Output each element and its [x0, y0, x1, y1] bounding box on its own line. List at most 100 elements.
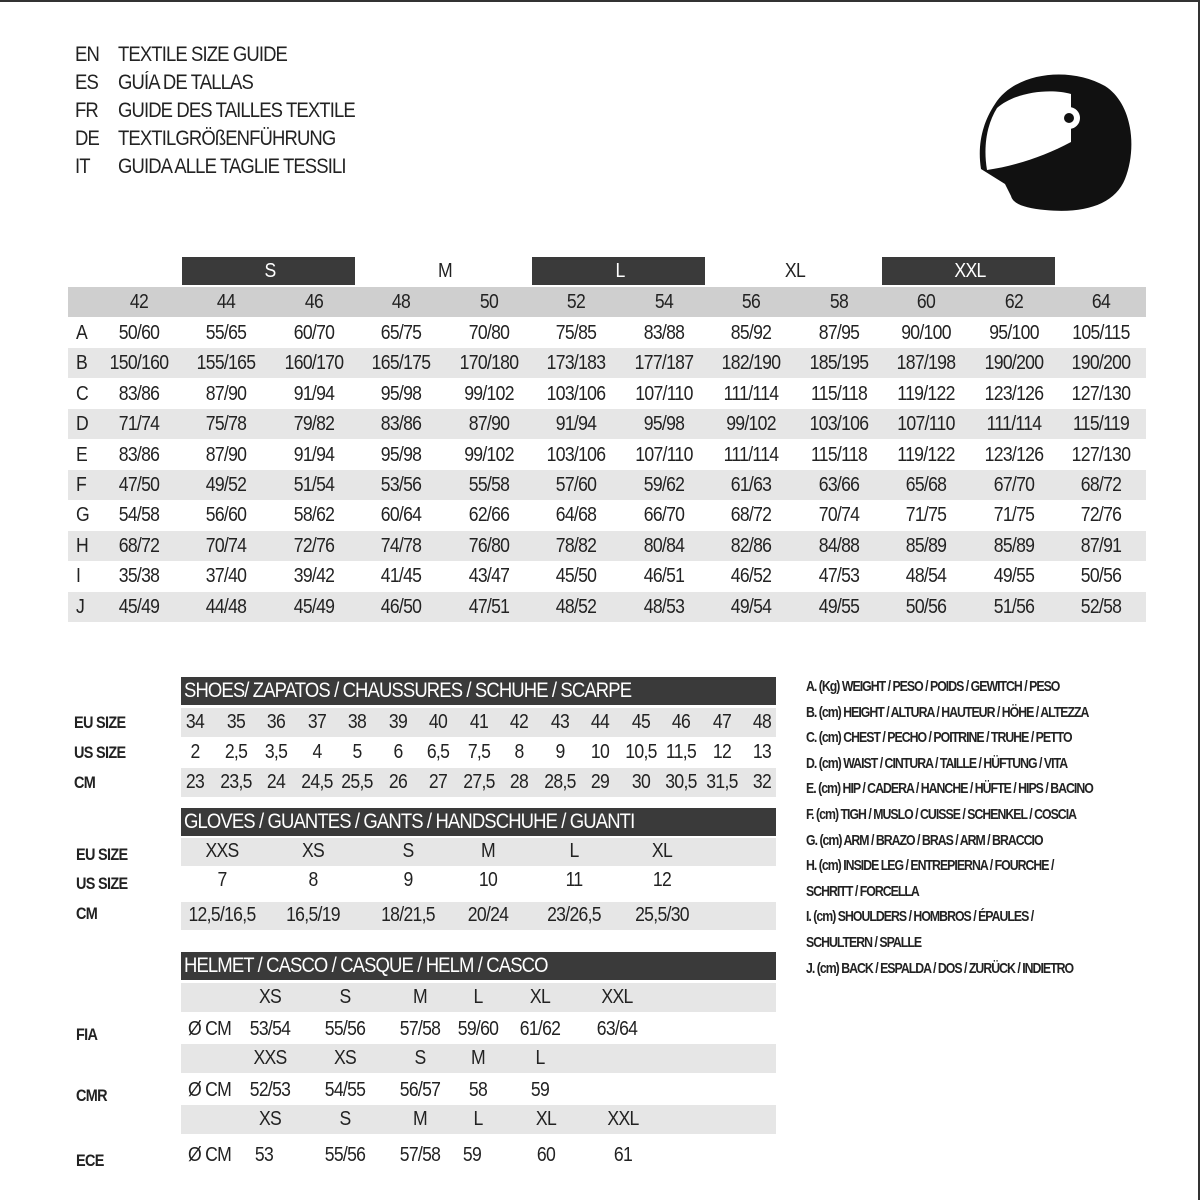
size-number: 46 — [304, 291, 324, 313]
helmet-size: L — [473, 1108, 483, 1130]
shoes-cell: 40 — [428, 711, 448, 733]
row-bg — [181, 983, 776, 1012]
row-key: B — [76, 352, 88, 375]
table-cell: 182/190 — [721, 352, 781, 375]
helmet-unit: Ø CM — [188, 1079, 232, 1101]
shoes-cell: 37 — [307, 711, 326, 733]
gloves-cell: 23/26,5 — [547, 904, 602, 926]
gloves-cell: M — [481, 840, 496, 862]
table-cell: 111/114 — [723, 382, 779, 405]
shoes-cell: 39 — [388, 711, 407, 733]
table-cell: 107/110 — [635, 443, 693, 466]
shoes-cell: 30,5 — [665, 771, 697, 793]
table-cell: 103/106 — [546, 382, 606, 405]
table-cell: 78/82 — [555, 534, 597, 557]
table-cell: 50/56 — [1080, 565, 1122, 588]
table-cell: 45/49 — [118, 595, 160, 618]
shoes-cell: 42 — [509, 711, 529, 733]
row-key: F — [76, 474, 87, 496]
table-cell: 91/94 — [293, 443, 335, 466]
legend-item: F. (cm) TIGH / MUSLO / CUISSE / SCHENKEL… — [806, 806, 1077, 823]
table-cell: 60/64 — [380, 504, 422, 527]
table-cell: 99/102 — [463, 443, 514, 466]
legend-item: G. (cm) ARM / BRAZO / BRAS / ARM / BRACC… — [806, 831, 1044, 849]
helmet-size: XS — [258, 986, 282, 1008]
table-cell: 170/180 — [459, 352, 519, 375]
table-cell: 85/92 — [730, 322, 772, 344]
table-cell: 85/89 — [905, 534, 947, 557]
helmet-standard-label: ECE — [76, 1151, 104, 1170]
helmet-icon — [979, 74, 1132, 211]
table-cell: 72/76 — [293, 534, 335, 557]
row-key: A — [76, 322, 88, 344]
table-cell: 37/40 — [205, 565, 247, 588]
gloves-row-label: US SIZE — [76, 874, 128, 893]
table-cell: 84/88 — [818, 534, 860, 557]
table-cell: 83/86 — [380, 413, 422, 436]
gloves-cell: 12 — [652, 869, 672, 891]
table-cell: 90/100 — [901, 322, 952, 344]
table-cell: 127/130 — [1071, 382, 1131, 405]
gloves-row-label: EU SIZE — [76, 845, 128, 864]
title-lang: ES — [75, 71, 99, 94]
gloves-cell: 18/21,5 — [381, 904, 436, 926]
shoes-cell: 36 — [266, 711, 286, 733]
helmet-value: 58 — [468, 1079, 488, 1101]
gloves-cell: 12,5/16,5 — [188, 904, 256, 926]
shoes-cell: 30 — [631, 771, 650, 793]
gloves-cell: 8 — [308, 869, 318, 891]
gloves-row-label: CM — [76, 904, 98, 923]
row-bg — [181, 902, 776, 930]
table-cell: 47/50 — [118, 474, 160, 496]
size-number: 60 — [917, 291, 936, 313]
title-lang: DE — [75, 127, 100, 150]
table-cell: 83/88 — [643, 322, 685, 344]
table-cell: 185/195 — [809, 352, 869, 375]
table-cell: 160/170 — [284, 352, 344, 375]
table-cell: 70/74 — [205, 534, 247, 557]
table-cell: 87/90 — [468, 413, 510, 436]
size-group-label: XXL — [954, 260, 986, 282]
table-cell: 123/126 — [984, 443, 1044, 466]
table-cell: 107/110 — [897, 413, 956, 436]
table-cell: 47/51 — [468, 595, 510, 618]
shoes-cell: 27,5 — [462, 771, 495, 793]
table-cell: 87/95 — [818, 322, 860, 344]
table-cell: 66/70 — [643, 504, 685, 527]
table-cell: 119/122 — [897, 382, 956, 405]
helmet-standard-label: CMR — [76, 1086, 108, 1105]
shoes-cell: 3,5 — [264, 741, 288, 763]
table-cell: 87/90 — [205, 443, 247, 466]
size-group-label: L — [615, 260, 625, 282]
gloves-cell: 9 — [403, 869, 413, 891]
helmet-value: 53/54 — [249, 1018, 291, 1040]
table-cell: 71/74 — [118, 413, 160, 436]
helmet-size: XXL — [601, 986, 633, 1008]
size-number: 58 — [829, 291, 849, 313]
table-cell: 60/70 — [293, 322, 335, 344]
table-cell: 65/68 — [905, 474, 947, 496]
helmet-value: 59/60 — [457, 1018, 499, 1040]
helmet-size: S — [339, 986, 351, 1008]
size-group-box — [531, 257, 705, 285]
table-cell: 107/110 — [635, 382, 693, 405]
table-cell: 68/72 — [118, 534, 160, 557]
table-cell: 103/106 — [546, 443, 606, 466]
shoes-cell: 12 — [712, 741, 731, 763]
table-cell: 70/80 — [468, 322, 510, 344]
helmet-value: 54/55 — [324, 1079, 366, 1101]
size-number: 54 — [654, 291, 674, 313]
shoes-cell: 13 — [752, 741, 772, 763]
table-cell: 190/200 — [1071, 352, 1131, 375]
shoes-title: SHOES/ ZAPATOS / CHAUSSURES / SCHUHE / S… — [184, 679, 632, 702]
table-cell: 48/54 — [905, 565, 947, 588]
helmet-header — [181, 952, 776, 980]
legend-item: B. (cm) HEIGHT / ALTURA / HAUTEUR / HÖHE… — [806, 703, 1089, 721]
helmet-size: S — [339, 1108, 351, 1130]
table-cell: 71/75 — [905, 504, 947, 527]
row-bg — [181, 1105, 776, 1134]
gloves-cell: S — [402, 840, 414, 862]
table-cell: 56/60 — [205, 504, 247, 527]
shoes-cell: 27 — [428, 771, 448, 793]
title-text: GUÍA DE TALLAS — [118, 71, 254, 94]
